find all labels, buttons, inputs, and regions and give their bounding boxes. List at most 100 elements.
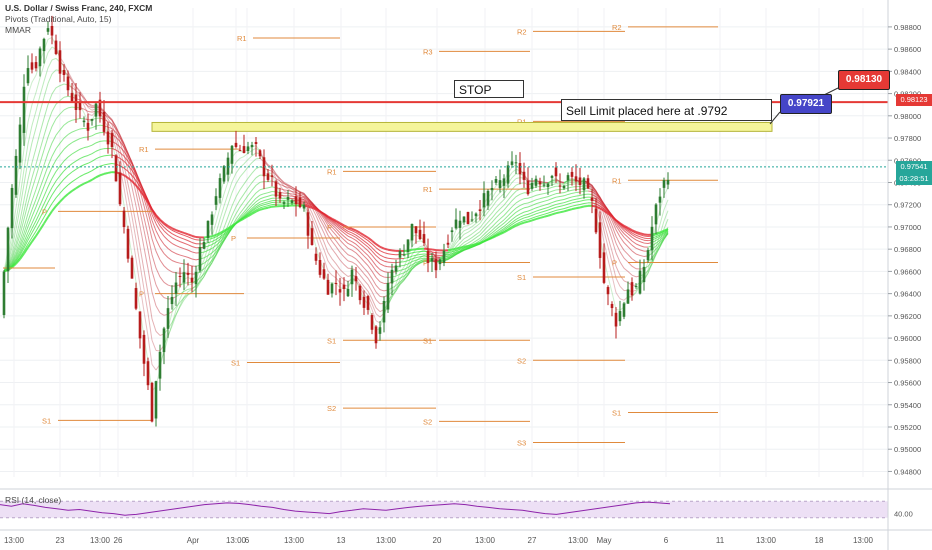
rsi-indicator-label[interactable]: RSI (14, close) — [5, 495, 62, 505]
mmar-line — [379, 245, 385, 250]
pivots-indicator-label[interactable]: Pivots (Traditional, Auto, 15) — [5, 14, 112, 24]
mmar-line — [331, 217, 337, 222]
mmar-line — [567, 186, 573, 189]
mmar-line — [503, 226, 509, 231]
mmar-line — [175, 302, 181, 308]
mmar-line — [187, 240, 193, 243]
mmar-line — [535, 212, 541, 215]
mmar-line — [455, 238, 461, 244]
mmar-line — [551, 185, 557, 188]
mmar-line — [275, 174, 281, 182]
candle-body — [18, 124, 22, 163]
mmar-line — [255, 181, 261, 186]
mmar-line — [255, 208, 261, 213]
mmar-line — [663, 199, 669, 210]
mmar-line — [631, 258, 637, 263]
mmar-line — [35, 111, 41, 128]
stop-price-callout[interactable]: 0.98130 — [838, 70, 890, 90]
mmar-line — [395, 273, 401, 277]
sell-zone[interactable] — [151, 121, 773, 132]
mmar-line — [531, 203, 537, 206]
mmar-line — [455, 248, 461, 251]
mmar-line — [303, 203, 309, 206]
mmar-line — [87, 170, 93, 174]
mmar-line — [159, 238, 165, 245]
mmar-line — [615, 222, 621, 230]
mmar-line — [511, 168, 517, 174]
mmar-line — [15, 253, 21, 261]
mmar-line — [323, 215, 329, 222]
mmar-line — [531, 210, 537, 214]
mmar-line — [347, 226, 353, 230]
mmar-line — [47, 187, 53, 196]
mmar-line — [295, 194, 301, 197]
mmar-line — [131, 216, 137, 240]
mmar-line — [475, 241, 481, 246]
mmar-line — [551, 209, 557, 213]
mmar-line — [179, 233, 185, 236]
mmar-line — [307, 208, 313, 218]
mmar-line — [135, 281, 141, 311]
mmar-line — [87, 144, 93, 148]
mmar-line — [259, 188, 265, 191]
mmar-line — [27, 223, 33, 233]
mmar-line — [179, 289, 185, 300]
mmar-line — [251, 158, 257, 163]
mmar-line — [263, 201, 269, 204]
mmar-line — [87, 105, 93, 109]
mmar-line — [599, 203, 605, 208]
mmar-line — [403, 257, 409, 259]
mmar-line — [459, 247, 465, 250]
mmar-line — [419, 260, 425, 263]
candle-body — [638, 270, 642, 294]
mmar-line — [59, 148, 65, 155]
mmar-line — [291, 188, 297, 193]
mmar-line — [615, 252, 621, 263]
candle-body — [266, 173, 270, 180]
candle-body — [358, 285, 362, 301]
pivot-label: S2 — [423, 417, 432, 426]
mmar-line — [531, 216, 537, 219]
mmar-line — [599, 201, 605, 207]
mmar-line — [539, 200, 545, 203]
time-axis[interactable]: 13:00 23 13:00 26 Apr 13:006 13:00 13 13:00 20 13:… — [0, 529, 932, 545]
mmar-line — [119, 149, 125, 166]
price-axis[interactable]: 0.988000.986000.984000.982000.980000.978… — [887, 0, 921, 550]
mmar-line — [479, 222, 485, 229]
mmar-line — [611, 239, 617, 254]
mmar-line — [367, 277, 373, 285]
mmar-line — [131, 163, 137, 173]
sell-price-callout[interactable]: 0.97921 — [780, 94, 832, 114]
sell-limit-annotation[interactable]: Sell Limit placed here at .9792 — [561, 99, 772, 121]
mmar-line — [259, 206, 265, 209]
mmar-line — [43, 176, 49, 187]
mmar-line — [515, 193, 521, 198]
mmar-line — [219, 229, 225, 234]
mmar-line — [103, 171, 109, 175]
mmar-line — [255, 145, 261, 152]
mmar-line — [335, 240, 341, 247]
mmar-indicator-label[interactable]: MMAR — [5, 25, 31, 35]
mmar-line — [487, 232, 493, 237]
mmar-line — [195, 281, 201, 287]
mmar-line — [599, 198, 605, 205]
mmar-line — [459, 249, 465, 253]
mmar-line — [143, 205, 149, 222]
mmar-line — [647, 257, 653, 263]
mmar-line — [419, 245, 425, 248]
mmar-line — [179, 237, 185, 240]
mmar-line — [163, 297, 169, 300]
candle-body — [242, 146, 246, 154]
symbol-title[interactable]: U.S. Dollar / Swiss Franc, 240, FXCM — [5, 3, 153, 13]
stop-annotation[interactable]: STOP — [454, 80, 524, 98]
mmar-line — [175, 293, 181, 298]
mmar-line — [391, 288, 397, 293]
candle-body — [466, 211, 470, 225]
mmar-line — [179, 262, 185, 265]
mmar-line — [315, 208, 321, 213]
mmar-line — [451, 242, 457, 250]
candle-body — [550, 175, 554, 178]
mmar-line — [371, 298, 377, 308]
mmar-line — [219, 240, 225, 248]
